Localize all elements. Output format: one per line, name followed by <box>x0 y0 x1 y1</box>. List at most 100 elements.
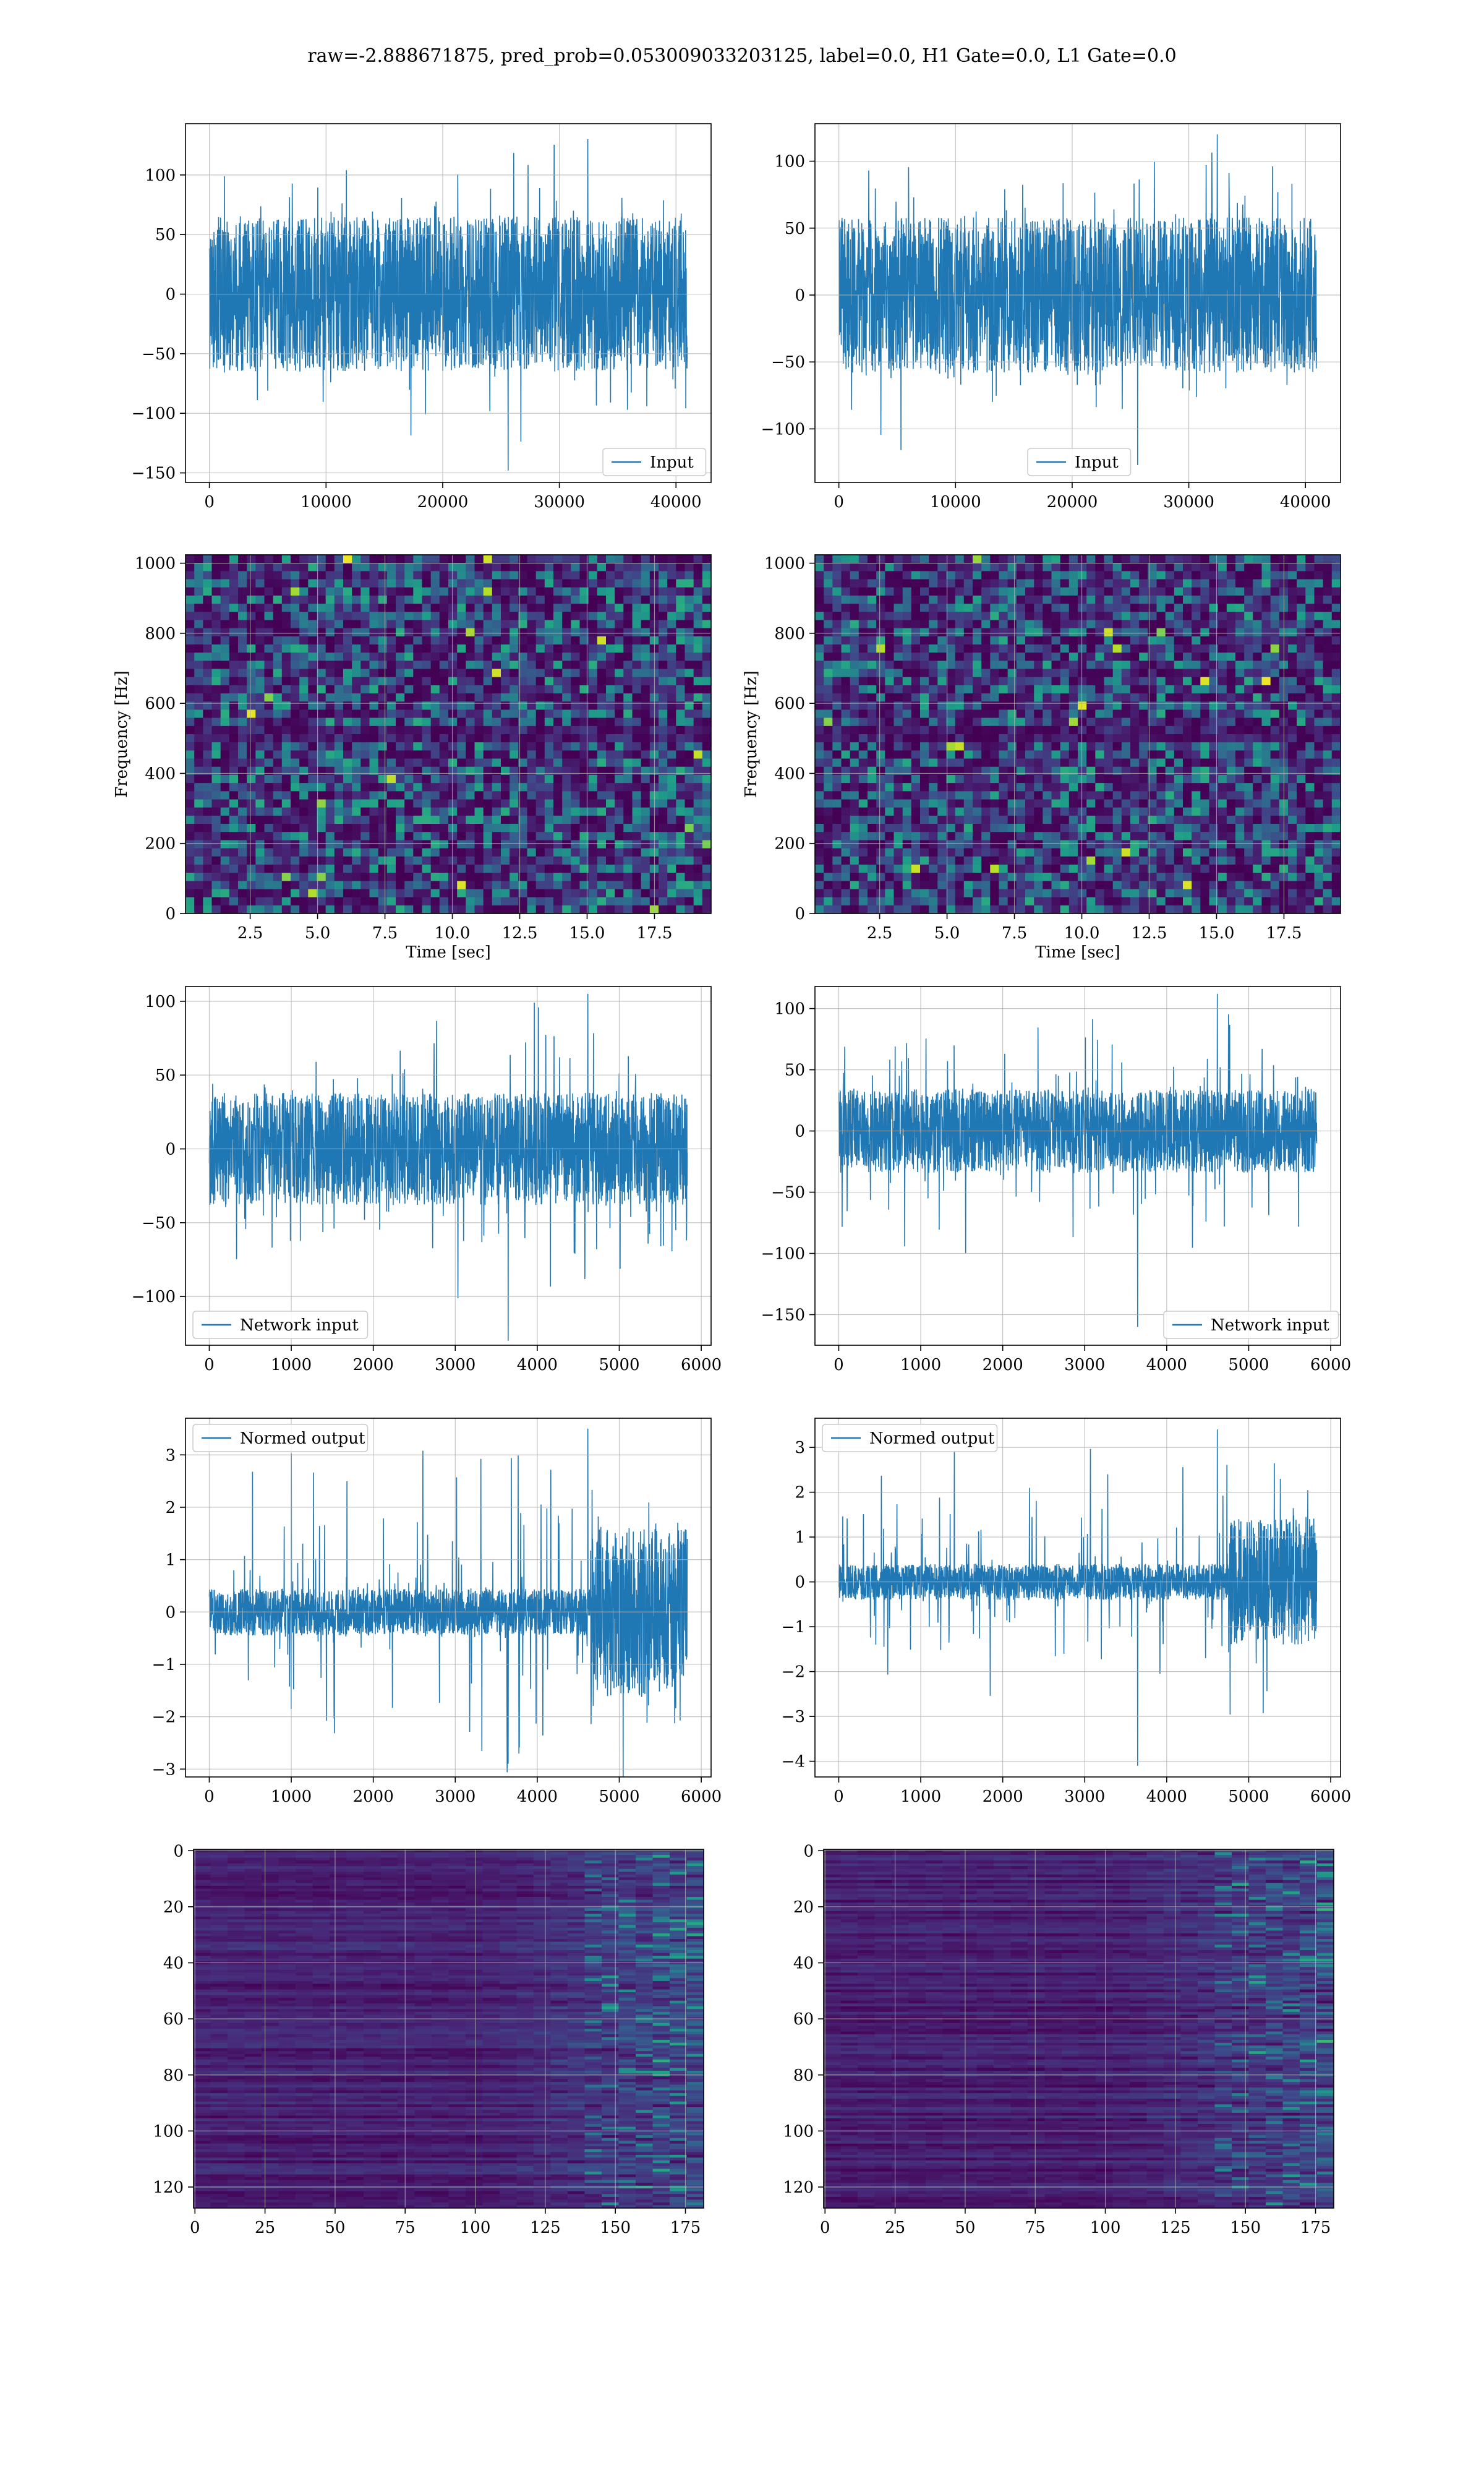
x-tick-label: 17.5 <box>1266 924 1302 943</box>
x-tick-label: 6000 <box>681 1356 722 1374</box>
x-axis-label: Time [sec] <box>1035 943 1120 962</box>
legend: Input <box>1027 448 1132 476</box>
y-tick-label: 0 <box>795 1573 805 1592</box>
legend-box <box>822 1424 998 1452</box>
y-tick-label: −50 <box>142 1214 176 1233</box>
legend: Normed output <box>822 1424 998 1452</box>
y-tick-label: −2 <box>152 1708 176 1727</box>
plot-area <box>824 1849 1334 2208</box>
x-tick-label: 6000 <box>1310 1356 1351 1374</box>
y-tick-label: 80 <box>793 2066 814 2085</box>
y-tick-label: 100 <box>774 1000 805 1019</box>
y-tick-label: 600 <box>145 695 176 713</box>
gridlines <box>815 1418 1341 1777</box>
y-tick-label: −2 <box>782 1663 805 1682</box>
x-axis-label: Time [sec] <box>406 943 491 962</box>
x-tick-label: 12.5 <box>1132 924 1167 943</box>
x-tick-label: 75 <box>1025 2219 1046 2237</box>
x-tick-label: 4000 <box>517 1787 558 1806</box>
x-tick-label: 4000 <box>517 1356 558 1374</box>
y-tick-label: 0 <box>795 1123 805 1141</box>
legend-label: Network input <box>240 1316 359 1335</box>
x-tick-label: 150 <box>1230 2219 1261 2237</box>
y-tick-label: 60 <box>793 2010 814 2029</box>
y-tick-label: 0 <box>165 905 176 923</box>
y-tick-label: 50 <box>785 220 805 238</box>
series-line <box>208 139 688 471</box>
y-tick-label: 50 <box>155 1066 176 1085</box>
x-tick-label: 3000 <box>435 1787 475 1806</box>
axes-frame <box>814 1418 1341 1778</box>
panel-r1c0: 2.5 5.0 7.5 10.0 12.5 15.0 17.5 0 200 400 600 800 10… <box>113 554 712 962</box>
x-tick-label: 150 <box>600 2219 631 2237</box>
x-tick-label: 5000 <box>1228 1356 1269 1374</box>
x-tick-label: 1000 <box>271 1356 312 1374</box>
axes-frame <box>193 1849 704 2209</box>
y-tick-label: 2 <box>165 1499 176 1517</box>
x-tick-label: 15.0 <box>569 924 605 943</box>
series-line <box>838 993 1318 1327</box>
y-tick-label: 50 <box>155 226 176 244</box>
panel-r2c1: 0 1000 2000 3000 4000 5000 6000 −150 −100 −50 0 50 1… <box>761 986 1351 1374</box>
y-tick-label: 2 <box>795 1484 805 1502</box>
panel-r2c0: 0 1000 2000 3000 4000 5000 6000 −100 −50 0 50 100 Ne… <box>132 986 722 1374</box>
x-tick-label: 100 <box>460 2219 491 2237</box>
x-tick-label: 175 <box>670 2219 701 2237</box>
y-tick-label: 800 <box>145 625 176 643</box>
x-tick-label: 1000 <box>271 1787 312 1806</box>
legend: Network input <box>1163 1311 1339 1339</box>
legend: Network input <box>192 1311 369 1339</box>
gridlines <box>186 987 711 1345</box>
x-tick-label: 50 <box>955 2219 975 2237</box>
x-tick-label: 40000 <box>650 493 702 511</box>
x-tick-label: 10000 <box>930 493 981 511</box>
y-tick-label: 400 <box>774 764 805 783</box>
x-tick-label: 0 <box>834 1787 844 1806</box>
axes-frame <box>814 123 1341 483</box>
panel-r1c1: 2.5 5.0 7.5 10.0 12.5 15.0 17.5 0 200 400 600 800 10… <box>742 554 1341 962</box>
y-tick-label: −3 <box>152 1760 176 1779</box>
gridlines <box>186 124 711 482</box>
y-tick-label: 3 <box>165 1446 176 1465</box>
series-line <box>838 134 1318 465</box>
x-tick-label: 6000 <box>681 1787 722 1806</box>
legend-box <box>1163 1311 1339 1339</box>
y-axis-label: Frequency [Hz] <box>113 670 131 798</box>
x-tick-label: 10.0 <box>1064 924 1100 943</box>
y-tick-label: −3 <box>782 1708 805 1726</box>
legend-label: Input <box>1075 453 1119 472</box>
y-tick-label: 1 <box>165 1551 176 1570</box>
y-tick-label: 1000 <box>135 555 176 573</box>
x-tick-label: 0 <box>204 1787 215 1806</box>
panel-r0c1: 0 10000 20000 30000 40000 −100 −50 0 50 100 Input <box>761 123 1341 511</box>
y-tick-label: 600 <box>774 695 805 713</box>
x-tick-label: 5.0 <box>305 924 330 943</box>
x-tick-label: 6000 <box>1310 1787 1351 1806</box>
plot-area <box>815 124 1341 482</box>
y-tick-label: 20 <box>793 1898 814 1917</box>
x-tick-label: 1000 <box>900 1787 941 1806</box>
y-tick-label: 100 <box>153 2122 184 2141</box>
legend-box <box>192 1311 369 1339</box>
x-tick-label: 4000 <box>1146 1787 1187 1806</box>
y-tick-label: 50 <box>785 1061 805 1080</box>
panel-r3c0: 0 1000 2000 3000 4000 5000 6000 −3 −2 −1 0 1 2 3 Norme… <box>152 1418 722 1806</box>
x-tick-label: 2.5 <box>237 924 263 943</box>
axes-frame <box>185 1418 712 1778</box>
y-tick-label: 200 <box>145 835 176 854</box>
y-tick-label: 0 <box>165 1603 176 1622</box>
x-tick-label: 12.5 <box>502 924 538 943</box>
y-tick-label: 1 <box>795 1528 805 1547</box>
x-tick-label: 2000 <box>983 1787 1023 1806</box>
y-tick-label: −50 <box>771 1184 805 1202</box>
y-tick-label: 0 <box>803 1842 814 1860</box>
y-tick-label: 0 <box>173 1842 184 1860</box>
gridlines <box>186 1418 711 1777</box>
y-tick-label: 100 <box>145 166 176 185</box>
axes-frame <box>823 1849 1334 2209</box>
legend-box <box>192 1424 369 1452</box>
y-tick-label: −100 <box>761 420 805 439</box>
x-tick-label: 7.5 <box>372 924 398 943</box>
x-tick-label: 25 <box>255 2219 275 2237</box>
y-tick-label: 200 <box>774 835 805 854</box>
